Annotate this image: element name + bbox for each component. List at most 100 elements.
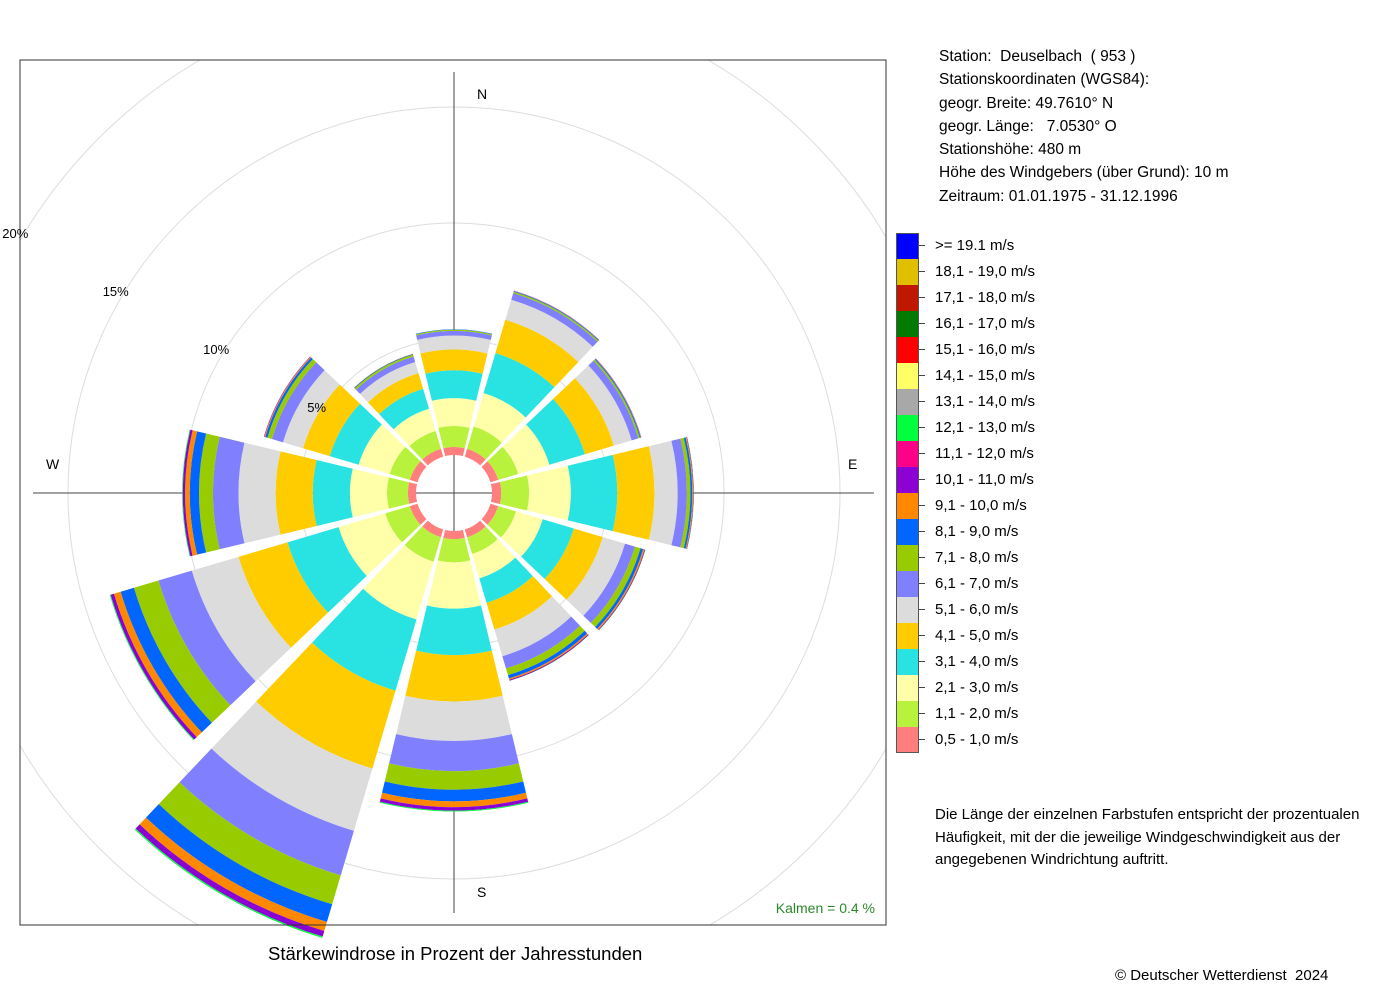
sector-band bbox=[487, 446, 519, 480]
compass-north: N bbox=[477, 86, 487, 102]
legend-label: >= 19.1 m/s bbox=[935, 237, 1015, 254]
legend-swatch bbox=[896, 311, 919, 337]
legend-tick bbox=[919, 245, 925, 246]
legend-label: 9,1 - 10,0 m/s bbox=[935, 497, 1027, 514]
legend-tick bbox=[919, 427, 925, 428]
station-line: Stationshöhe: 480 m bbox=[939, 141, 1082, 159]
ring-labels: 5% 10% 15% 20% bbox=[2, 226, 326, 415]
sector-band bbox=[354, 354, 414, 390]
legend-swatch bbox=[896, 233, 919, 259]
station-line: Station: Deuselbach ( 953 ) bbox=[939, 48, 1136, 65]
legend-swatch bbox=[896, 623, 919, 649]
compass-south: S bbox=[477, 884, 486, 900]
wind-sectors bbox=[109, 290, 694, 938]
sector-band bbox=[367, 373, 424, 415]
sector-band bbox=[265, 357, 313, 438]
sector-band bbox=[500, 511, 543, 557]
legend-swatch bbox=[896, 701, 919, 727]
sector-band bbox=[363, 544, 434, 620]
legend-tick bbox=[919, 453, 925, 454]
sector-band bbox=[415, 329, 493, 336]
sector-band bbox=[521, 519, 574, 580]
sector-band bbox=[179, 748, 354, 876]
sector-band bbox=[358, 424, 406, 474]
legend-tick bbox=[919, 609, 925, 610]
copyright-text: © Deutscher Wetterdienst 2024 bbox=[1115, 967, 1329, 984]
legend-swatch bbox=[896, 675, 919, 701]
sector-band bbox=[502, 616, 580, 669]
legend-label: 17,1 - 18,0 m/s bbox=[935, 289, 1036, 306]
sector-band bbox=[379, 798, 529, 811]
sector-band bbox=[189, 431, 207, 555]
legend-label: 1,1 - 2,0 m/s bbox=[935, 705, 1019, 722]
plot-frame bbox=[19, 59, 887, 926]
sector-band bbox=[505, 299, 593, 362]
sector-band bbox=[574, 365, 632, 446]
sector-band bbox=[431, 398, 477, 428]
sector-band bbox=[145, 804, 333, 923]
sector-band bbox=[553, 378, 614, 455]
sector-band bbox=[384, 763, 524, 790]
ring-label: 20% bbox=[2, 226, 28, 241]
sector-band bbox=[473, 393, 526, 443]
calm-label: Kalmen = 0.4 % bbox=[776, 900, 875, 916]
sector-band bbox=[511, 293, 598, 347]
sector-band bbox=[483, 353, 555, 418]
station-line: Höhe des Windgebers (über Grund): 10 m bbox=[939, 164, 1229, 182]
legend-label: 4,1 - 5,0 m/s bbox=[935, 627, 1019, 644]
sector-band bbox=[495, 319, 579, 388]
sector-band bbox=[387, 477, 410, 509]
legend-swatch bbox=[896, 259, 919, 285]
sector-band bbox=[481, 461, 499, 483]
sector-band bbox=[443, 529, 465, 540]
sector-band bbox=[490, 481, 502, 505]
sector-band bbox=[612, 446, 655, 540]
chart-caption: Stärkewindrose in Prozent der Jahresstun… bbox=[268, 943, 643, 964]
compass-east: E bbox=[848, 456, 857, 472]
sector-band bbox=[379, 801, 529, 812]
sector-band bbox=[686, 437, 694, 549]
legend-label: 10,1 - 11,0 m/s bbox=[935, 471, 1034, 488]
sector-band bbox=[680, 437, 691, 549]
legend-tick bbox=[919, 479, 925, 480]
sector-band bbox=[499, 475, 530, 511]
sector-band bbox=[405, 650, 503, 702]
sector-band bbox=[267, 359, 317, 440]
sector-band bbox=[526, 398, 585, 465]
sector-band bbox=[199, 433, 220, 553]
note-line: Häufigkeit, mit der die jeweilige Windge… bbox=[935, 828, 1341, 846]
station-info: Station: Deuselbach ( 953 ) Stationskoor… bbox=[939, 45, 1228, 208]
sector-band bbox=[416, 330, 492, 340]
sector-band bbox=[191, 556, 291, 682]
sector-band bbox=[683, 437, 693, 549]
ring-label: 15% bbox=[103, 284, 129, 299]
sector-band bbox=[213, 436, 245, 550]
legend-swatch bbox=[896, 389, 919, 415]
legend-label: 2,1 - 3,0 m/s bbox=[935, 679, 1019, 696]
sector-band bbox=[393, 408, 436, 447]
legend-tick bbox=[919, 739, 925, 740]
sector-band bbox=[467, 426, 502, 460]
sector-band bbox=[671, 438, 687, 548]
ring-label: 5% bbox=[307, 400, 326, 415]
sector-band bbox=[287, 527, 367, 613]
sector-band bbox=[544, 528, 603, 600]
sector-band bbox=[409, 430, 441, 460]
legend-swatch bbox=[896, 467, 919, 493]
sector-band bbox=[417, 335, 491, 354]
sector-band bbox=[472, 539, 516, 579]
sector-band bbox=[464, 520, 486, 538]
legend-swatch bbox=[896, 571, 919, 597]
legend-swatch bbox=[896, 415, 919, 441]
sector-band bbox=[238, 442, 281, 544]
station-line: Zeitraum: 01.01.1975 - 31.12.1996 bbox=[939, 187, 1178, 205]
sector-band bbox=[420, 349, 488, 374]
sector-band bbox=[443, 446, 465, 457]
sector-band bbox=[407, 482, 418, 504]
station-line: geogr. Länge: 7.0530° O bbox=[939, 117, 1117, 135]
sector-band bbox=[338, 513, 403, 576]
sector-band bbox=[133, 580, 231, 723]
sector-band bbox=[185, 430, 198, 556]
sector-band bbox=[481, 503, 499, 525]
sector-band bbox=[422, 448, 444, 466]
